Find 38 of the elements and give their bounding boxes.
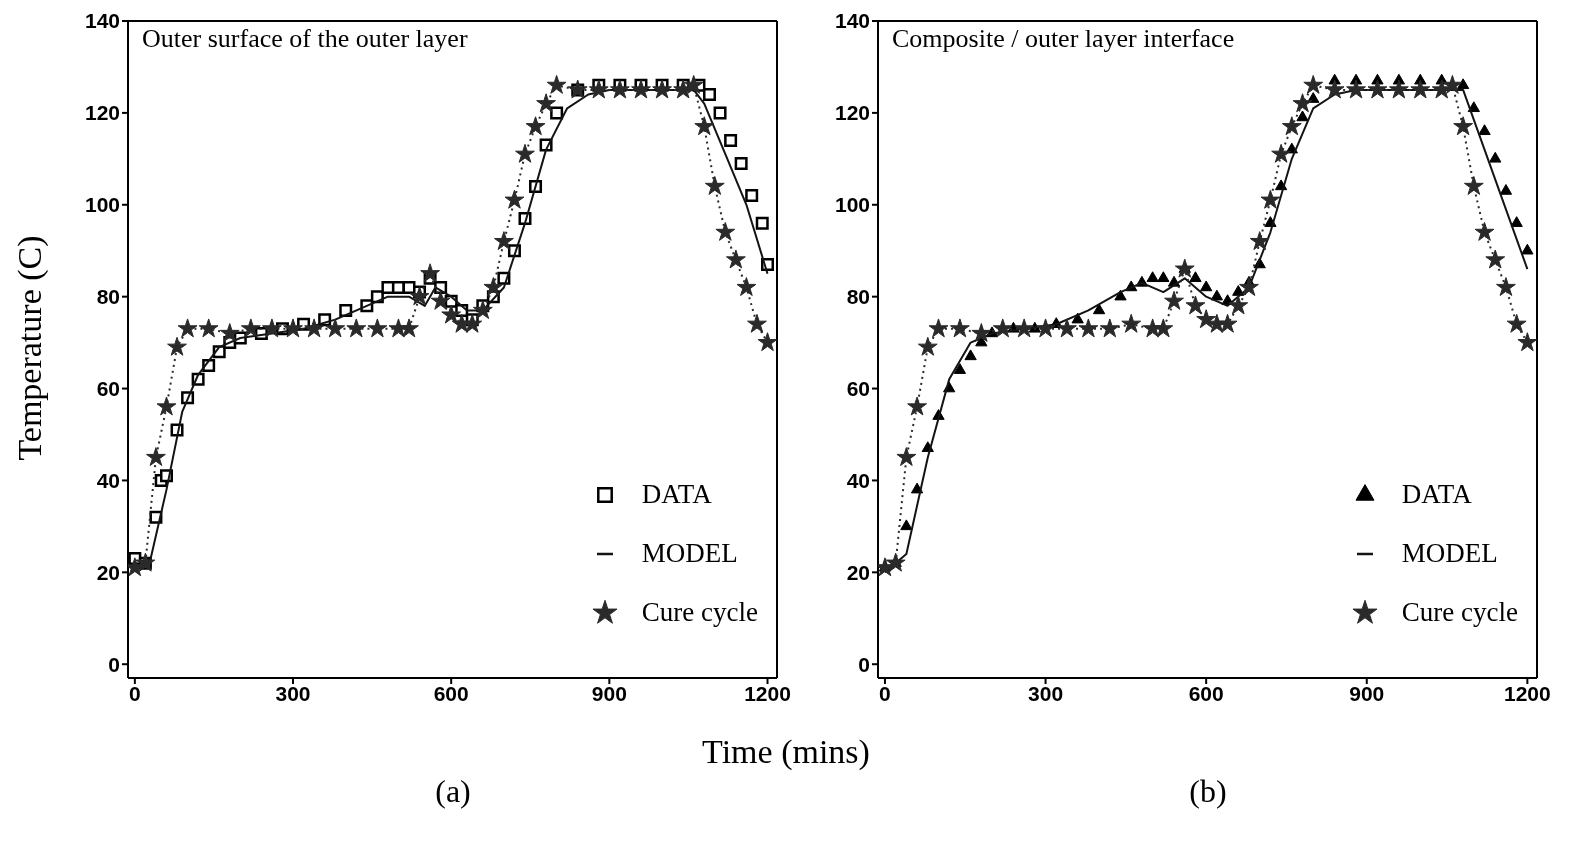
chart-title: Composite / outer layer interface bbox=[892, 24, 1235, 54]
legend-label: DATA bbox=[641, 479, 712, 510]
x-tick-label: 300 bbox=[275, 681, 311, 705]
y-tick-label: 40 bbox=[96, 468, 120, 492]
y-tick-label: 100 bbox=[834, 193, 870, 217]
chart-title: Outer surface of the outer layer bbox=[142, 24, 468, 54]
y-tick-label: 140 bbox=[834, 9, 870, 33]
y-tick-label: 0 bbox=[858, 652, 870, 676]
legend-label: DATA bbox=[1401, 479, 1472, 510]
y-tick-label: 120 bbox=[84, 101, 120, 125]
x-tick-label: 300 bbox=[1028, 681, 1064, 705]
y-tick-label: 60 bbox=[96, 377, 120, 401]
y-tick-label: 20 bbox=[96, 560, 120, 584]
y-tick-label: 80 bbox=[96, 285, 120, 309]
y-tick-label: 20 bbox=[846, 560, 870, 584]
x-axis-title: Time (mins) bbox=[701, 733, 871, 771]
x-tick-label: 0 bbox=[129, 681, 141, 705]
text: (b) bbox=[1189, 773, 1227, 809]
x-tick-label: 600 bbox=[1188, 681, 1224, 705]
x-tick-label: 1200 bbox=[744, 681, 791, 705]
legend-label: Cure cycle bbox=[641, 597, 758, 628]
x-tick-label: 900 bbox=[591, 681, 627, 705]
x-tick-label: 0 bbox=[879, 681, 891, 705]
legend-label: MODEL bbox=[1401, 538, 1498, 569]
y-tick-label: 100 bbox=[84, 193, 120, 217]
y-tick-label: 140 bbox=[84, 9, 120, 33]
y-tick-label: 40 bbox=[846, 468, 870, 492]
legend-label: MODEL bbox=[641, 538, 738, 569]
y-tick-label: 60 bbox=[846, 377, 870, 401]
x-tick-label: 900 bbox=[1349, 681, 1385, 705]
x-tick-label: 1200 bbox=[1504, 681, 1551, 705]
y-tick-label: 120 bbox=[834, 101, 870, 125]
y-axis-title: Temperature (C) bbox=[11, 235, 49, 461]
y-tick-label: 80 bbox=[846, 285, 870, 309]
x-tick-label: 600 bbox=[433, 681, 469, 705]
legend-label: Cure cycle bbox=[1401, 597, 1518, 628]
text: (a) bbox=[435, 773, 471, 809]
y-tick-label: 0 bbox=[108, 652, 120, 676]
